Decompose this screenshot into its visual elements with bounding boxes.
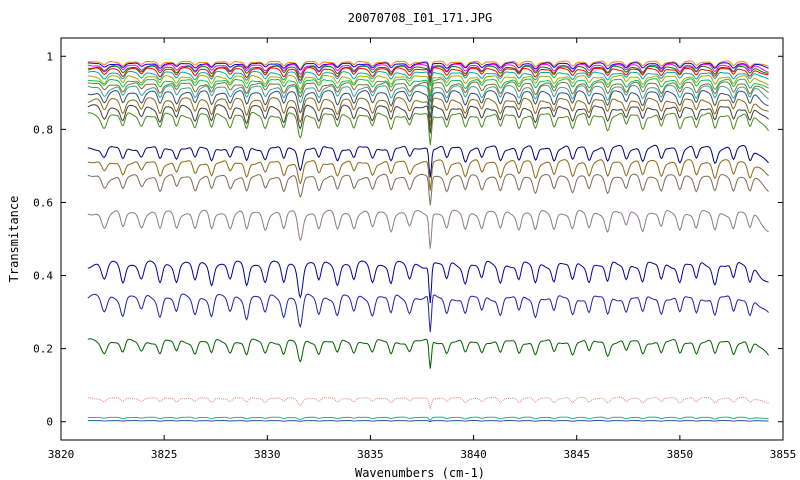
x-tick-label: 3835 [357, 448, 384, 461]
series-line [87, 84, 769, 110]
y-tick-label: 0.4 [33, 270, 53, 283]
series-line [87, 173, 769, 206]
series-line [87, 81, 769, 103]
chart-title: 20070708_I01_171.JPG [348, 11, 493, 25]
x-tick-label: 3855 [770, 448, 797, 461]
series-line [87, 144, 769, 178]
x-tick-label: 3845 [563, 448, 590, 461]
series-line [87, 62, 769, 75]
series-line [87, 97, 769, 126]
series-line [87, 104, 769, 134]
y-tick-label: 0 [46, 416, 53, 429]
x-tick-label: 3825 [151, 448, 178, 461]
plot-frame [60, 37, 784, 441]
y-axis-label: Transmitance [7, 196, 21, 283]
y-tick-label: 0.2 [33, 343, 53, 356]
y-tick-label: 0.6 [33, 196, 53, 209]
series-line [87, 420, 769, 423]
series-line [87, 209, 769, 249]
series-line [87, 90, 769, 119]
series-line [87, 260, 769, 304]
x-tick-label: 3830 [254, 448, 281, 461]
y-tick-label: 0.8 [33, 123, 53, 136]
series-line [87, 74, 769, 94]
x-tick-label: 3850 [667, 448, 694, 461]
ticks-layer: 3820 3825 3830 3835 3840 3845 3850 3855 0 0.2 0.4 0… [33, 38, 796, 461]
x-axis-label: Wavenumbers (cm-1) [355, 466, 485, 480]
y-tick-label: 1 [46, 50, 53, 63]
series-line [87, 78, 769, 98]
x-tick-label: 3840 [460, 448, 487, 461]
x-tick-label: 3820 [48, 448, 75, 461]
series-line [87, 293, 769, 333]
series-line [87, 70, 769, 87]
series-line [87, 63, 769, 81]
series-line [87, 67, 769, 83]
series-line [87, 338, 769, 369]
series-line [87, 60, 769, 73]
series-line [87, 159, 769, 191]
series-line [87, 111, 769, 146]
series-line [87, 396, 769, 410]
series-layer [87, 60, 769, 423]
series-line [87, 416, 769, 421]
